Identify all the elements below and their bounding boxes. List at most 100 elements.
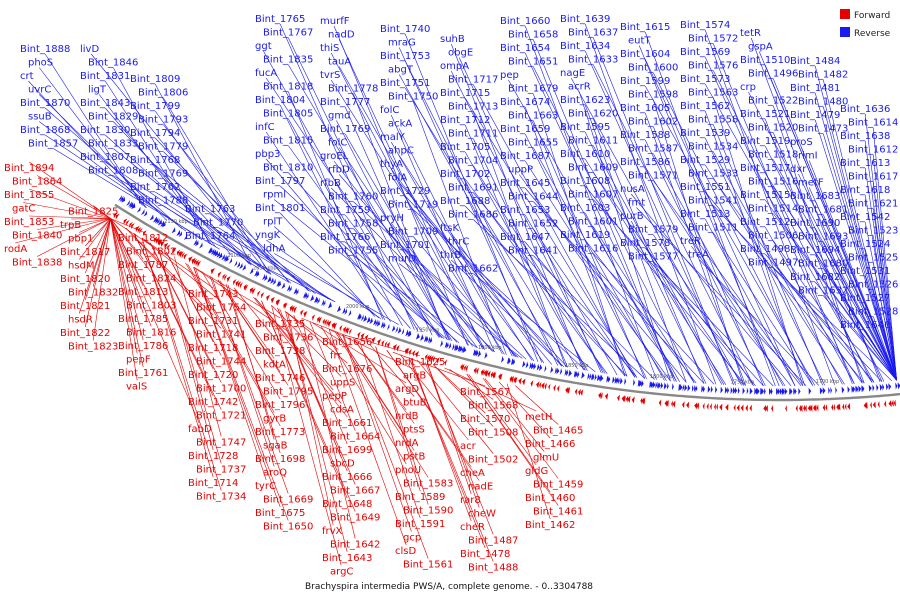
reverse-leader-line	[287, 118, 403, 327]
reverse-feature-arrow	[855, 385, 858, 393]
reverse-gene-label: Bint_1542	[840, 212, 890, 223]
reverse-gene-label: eutT	[628, 36, 651, 47]
reverse-feature-arrow	[808, 387, 812, 395]
reverse-gene-label: Bint_1652	[508, 219, 558, 230]
reverse-feature-arrow	[872, 384, 875, 392]
reverse-leader-line	[344, 106, 450, 341]
reverse-feature-arrow	[512, 358, 516, 366]
forward-gene-label: hsdM	[68, 261, 95, 272]
forward-gene-label: Bint_1746	[255, 373, 305, 384]
reverse-leader-line	[864, 248, 897, 381]
reverse-feature-arrow	[462, 346, 467, 354]
reverse-feature-arrow	[755, 387, 759, 395]
forward-gene-label: aroQ	[263, 468, 287, 479]
forward-feature-arrow	[270, 296, 275, 304]
tick-label: 2150 kbp	[164, 219, 188, 225]
reverse-gene-label: Bint_1687	[500, 151, 550, 162]
forward-gene-label: Bint_1698	[255, 454, 305, 465]
forward-feature-arrow	[566, 387, 571, 394]
reverse-feature-arrow	[589, 373, 592, 381]
reverse-leader-line	[764, 145, 885, 382]
forward-feature-arrow	[872, 401, 876, 409]
reverse-gene-label: Bint_1729	[380, 186, 430, 197]
forward-feature-arrow	[870, 401, 872, 409]
reverse-feature-arrow	[210, 248, 215, 255]
reverse-feature-arrow	[131, 203, 136, 209]
forward-feature-arrow	[160, 240, 165, 247]
reverse-feature-arrow	[732, 387, 736, 395]
forward-leader-line	[426, 362, 480, 508]
forward-gene-label: phoU	[395, 465, 421, 476]
forward-gene-label: Bint_1642	[330, 540, 380, 551]
forward-feature-arrow	[408, 348, 412, 356]
reverse-leader-line	[265, 77, 441, 338]
forward-feature-arrow	[249, 287, 254, 294]
reverse-leader-line	[864, 275, 897, 381]
reverse-feature-arrow	[439, 340, 443, 347]
reverse-gene-label: malY	[380, 132, 406, 143]
reverse-feature-arrow	[650, 381, 654, 389]
reverse-feature-arrow	[798, 387, 801, 395]
forward-feature-arrow	[877, 401, 880, 408]
reverse-feature-arrow	[391, 325, 396, 332]
reverse-leader-line	[584, 239, 697, 384]
reverse-gene-label: Bint_1686	[448, 210, 498, 221]
reverse-leader-line	[155, 191, 331, 301]
reverse-leader-line	[814, 200, 897, 381]
reverse-leader-line	[690, 245, 802, 386]
forward-feature-arrow	[484, 370, 489, 377]
reverse-leader-line	[704, 218, 796, 387]
reverse-leader-line	[336, 120, 451, 341]
reverse-gene-label: ftsK	[440, 223, 459, 234]
forward-leader-line	[185, 262, 281, 427]
reverse-leader-line	[644, 139, 766, 387]
reverse-gene-label: Bint_1788	[138, 196, 188, 207]
forward-feature-arrow	[696, 402, 700, 410]
forward-gene-label: sbcD	[330, 459, 355, 470]
reverse-gene-label: nadD	[328, 30, 355, 41]
forward-gene-label: Bint_1787	[118, 260, 168, 271]
forward-leader-line	[125, 227, 222, 329]
reverse-leader-line	[450, 259, 564, 367]
forward-gene-label: Bint_1812	[118, 233, 168, 244]
forward-gene-label: Bint_1832	[68, 288, 118, 299]
reverse-leader-line	[450, 232, 545, 364]
reverse-leader-line	[704, 191, 865, 384]
forward-feature-arrow	[725, 403, 729, 411]
reverse-gene-label: Bint_1818	[263, 82, 313, 93]
reverse-gene-label: Bint_1520	[748, 123, 798, 134]
forward-gene-label: Bint_1465	[533, 426, 583, 437]
reverse-feature-arrow	[624, 378, 627, 386]
reverse-feature-arrow	[429, 336, 433, 344]
reverse-feature-arrow	[655, 381, 658, 389]
reverse-feature-arrow	[612, 376, 615, 384]
forward-leader-line	[110, 218, 138, 381]
reverse-gene-label: Bint_1480	[798, 97, 848, 108]
reverse-leader-line	[822, 214, 897, 381]
reverse-gene-label: Bint_1579	[628, 225, 678, 236]
reverse-feature-arrow	[841, 386, 845, 394]
reverse-feature-arrow	[757, 387, 760, 395]
reverse-feature-arrow	[214, 250, 219, 257]
reverse-leader-line	[712, 232, 814, 386]
reverse-leader-line	[345, 241, 460, 344]
reverse-leader-line	[578, 91, 671, 382]
reverse-gene-label: murfF	[320, 16, 350, 27]
forward-feature-arrow	[324, 319, 328, 326]
reverse-gene-label: Bint_1765	[255, 14, 305, 25]
reverse-leader-line	[218, 227, 334, 302]
reverse-leader-line	[464, 151, 588, 371]
reverse-leader-line	[712, 151, 843, 385]
reverse-leader-line	[472, 192, 626, 377]
reverse-feature-arrow	[401, 328, 405, 336]
reverse-leader-line	[398, 155, 533, 361]
reverse-feature-arrow	[316, 297, 320, 305]
reverse-leader-line	[652, 234, 754, 386]
forward-feature-arrow	[343, 326, 347, 333]
reverse-gene-label: Bint_1528	[848, 307, 898, 318]
forward-feature-arrow	[260, 292, 265, 299]
forward-feature-arrow	[641, 397, 645, 405]
reverse-leader-line	[210, 240, 336, 303]
reverse-gene-label: Bint_1612	[848, 145, 898, 156]
reverse-feature-arrow	[171, 227, 176, 234]
